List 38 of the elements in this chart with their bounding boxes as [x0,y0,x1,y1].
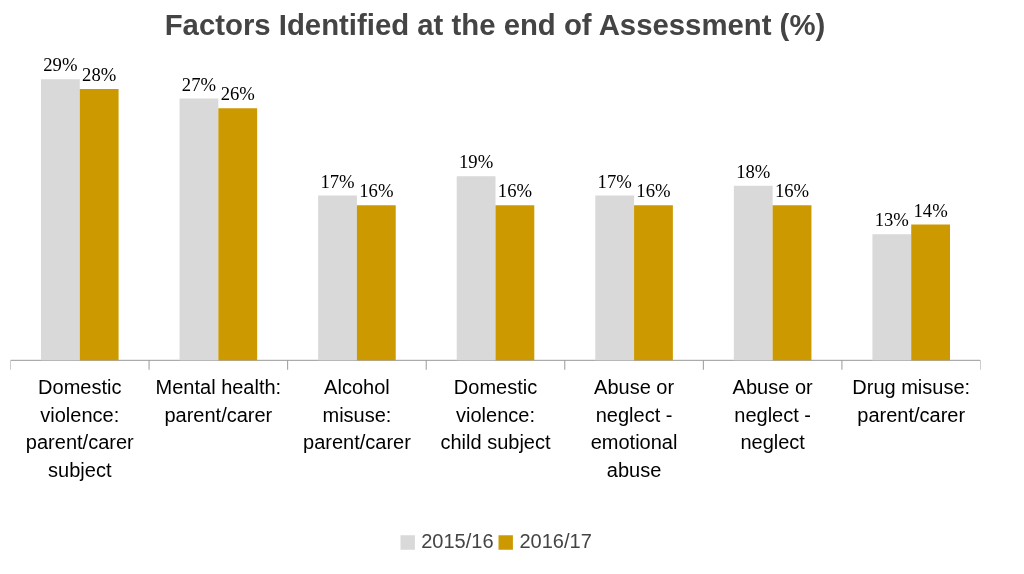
bar [40,79,80,361]
data-label: 16% [359,180,394,202]
bar [634,205,673,361]
data-label: 16% [774,180,810,202]
x-tick-label: Domestic violence: parent/carer subject [25,376,135,481]
data-label: 27% [181,73,217,95]
data-label: 16% [497,180,532,202]
x-tick-label: Drug misuse: parent/carer [852,376,971,426]
bar [495,205,535,361]
x-tick-label: Alcohol misuse: parent/carer [303,376,412,454]
data-label: 29% [43,54,78,76]
bar [179,98,219,361]
chart-title: Factors Identified at the end of Assessment (%) [164,7,826,41]
data-label: 16% [636,180,671,202]
bar [218,108,258,361]
data-label: 14% [913,199,948,221]
data-label: 19% [459,151,494,173]
bar [318,195,357,361]
data-label: 18% [736,160,771,182]
data-label: 17% [597,170,632,192]
x-tick-label: Mental health: parent/carer [155,376,282,426]
bar [456,176,496,361]
bar [79,88,119,361]
data-label: 28% [82,63,117,85]
x-tick-label: Abuse or neglect - neglect [732,376,814,454]
data-label: 17% [320,170,355,192]
bar [911,224,951,361]
x-tick-label: Abuse or neglect - emotional abuse [590,376,678,481]
bar [772,205,812,361]
data-label: 26% [220,83,255,105]
bar [356,205,396,361]
bar [733,185,773,361]
x-tick-label: Domestic violence: child subject [440,376,551,454]
legend-label: 2016/17 [519,530,592,553]
bar [595,195,635,361]
data-label: 13% [874,209,909,231]
bar [872,234,912,361]
legend-label: 2015/16 [421,530,494,553]
